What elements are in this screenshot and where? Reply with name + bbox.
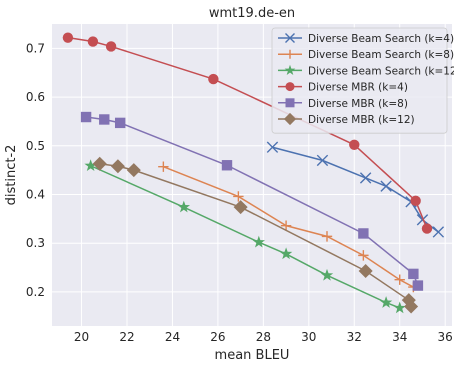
data-point xyxy=(87,36,99,47)
x-tick-label: 34 xyxy=(392,330,407,344)
x-tick-label: 22 xyxy=(119,330,134,344)
data-point xyxy=(92,156,107,171)
y-tick-label: 0.3 xyxy=(26,236,45,250)
data-point xyxy=(358,250,369,261)
legend-marker xyxy=(284,64,296,75)
data-point xyxy=(126,163,141,178)
legend-marker xyxy=(285,98,295,108)
x-tick-label: 36 xyxy=(438,330,453,344)
data-point xyxy=(252,235,265,248)
data-point xyxy=(393,301,406,314)
data-point xyxy=(379,296,393,308)
y-tick-labels: 0.2 0.3 0.4 0.5 0.6 0.7 xyxy=(26,41,45,299)
legend-marker xyxy=(283,112,297,126)
data-point xyxy=(80,111,92,123)
legend-box xyxy=(271,27,448,134)
legend-entry: Diverse MBR (k=4) xyxy=(278,82,408,94)
legend-label: Diverse Beam Search (k=8) xyxy=(308,49,454,61)
data-point xyxy=(416,214,429,226)
x-tick-label: 26 xyxy=(210,330,225,344)
data-point xyxy=(320,268,334,281)
data-point xyxy=(105,41,117,52)
data-point xyxy=(358,263,373,278)
chart-title: wmt19.de-en xyxy=(209,6,295,21)
data-point xyxy=(233,191,244,202)
data-point xyxy=(321,231,333,242)
data-point xyxy=(410,195,421,207)
data-point xyxy=(421,223,433,234)
y-tick-label: 0.7 xyxy=(26,41,45,55)
data-point xyxy=(266,141,279,153)
data-point xyxy=(380,180,392,192)
data-point xyxy=(280,220,292,231)
legend-label: Diverse MBR (k=4) xyxy=(308,82,408,94)
legend-label: Diverse MBR (k=8) xyxy=(308,98,408,110)
data-point xyxy=(84,159,97,171)
series-layer xyxy=(62,32,445,314)
data-point xyxy=(412,280,424,291)
data-point xyxy=(221,160,233,171)
series xyxy=(84,159,406,314)
legend-entry: Diverse Beam Search (k=12) xyxy=(278,64,454,77)
data-point xyxy=(62,32,74,43)
y-tick-label: 0.6 xyxy=(26,90,45,104)
data-point xyxy=(114,117,126,129)
data-point xyxy=(432,226,445,238)
legend-label: Diverse MBR (k=12) xyxy=(308,114,415,126)
y-tick-label: 0.5 xyxy=(26,139,45,153)
data-point xyxy=(158,161,169,172)
x-tick-labels: 20 22 24 26 28 30 32 34 36 xyxy=(74,330,453,344)
legend-label: Diverse Beam Search (k=12) xyxy=(308,65,454,77)
data-point xyxy=(233,200,248,215)
data-point xyxy=(359,172,372,184)
legend-marker xyxy=(285,49,295,59)
x-tick-label: 24 xyxy=(165,330,180,344)
data-point xyxy=(208,73,219,85)
legend-marker xyxy=(285,33,295,43)
x-tick-label: 28 xyxy=(256,330,271,344)
legend-entry: Diverse MBR (k=12) xyxy=(278,112,415,126)
data-point xyxy=(408,268,419,280)
legend-entry: Diverse MBR (k=8) xyxy=(278,98,408,110)
series xyxy=(92,156,419,314)
legend-entry: Diverse Beam Search (k=8) xyxy=(278,49,454,61)
legend-marker xyxy=(285,82,295,92)
data-point xyxy=(177,200,190,213)
data-point xyxy=(110,159,125,174)
y-axis-label: distinct-2 xyxy=(4,145,19,206)
data-point xyxy=(316,154,329,167)
data-point xyxy=(358,228,369,239)
legend-entry: Diverse Beam Search (k=4) xyxy=(278,33,454,45)
x-tick-label: 20 xyxy=(74,330,89,344)
series xyxy=(80,111,424,291)
data-point xyxy=(279,247,293,260)
y-tick-label: 0.2 xyxy=(26,285,45,299)
x-axis-label: mean BLEU xyxy=(215,348,290,363)
series xyxy=(62,32,433,234)
data-point xyxy=(99,114,110,125)
x-tick-label: 32 xyxy=(347,330,362,344)
data-point xyxy=(404,299,419,314)
data-point xyxy=(394,274,405,285)
legend-label: Diverse Beam Search (k=4) xyxy=(308,33,454,45)
legend: Diverse Beam Search (k=4) Diverse Beam Se… xyxy=(271,27,454,134)
y-tick-label: 0.4 xyxy=(26,187,45,201)
x-tick-label: 30 xyxy=(301,330,316,344)
data-point xyxy=(349,139,360,150)
